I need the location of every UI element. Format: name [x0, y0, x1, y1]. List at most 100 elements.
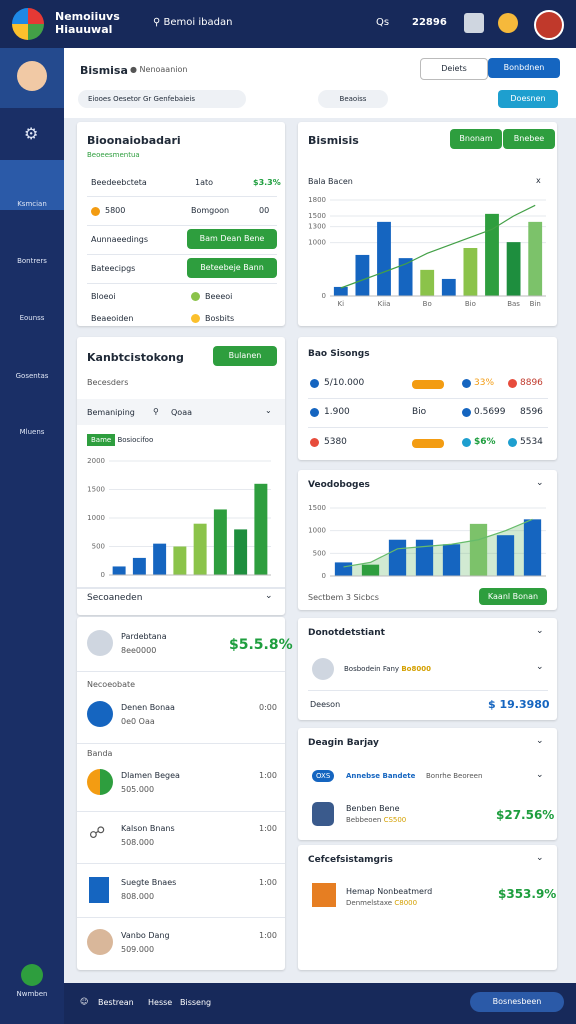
stat-row: 1.900 Bio 0.5699 8596 — [308, 399, 548, 428]
line — [340, 204, 536, 289]
nav-bottom: Nwmben — [16, 990, 48, 998]
tracking-card: Kanbtcistokong Bulanen Becesders Bemanip… — [77, 337, 285, 615]
button[interactable]: Bnonam — [450, 129, 502, 149]
avatar — [17, 61, 47, 91]
text: Qoaa — [171, 408, 192, 417]
shape: Bateecipgs Beteebeje Bann — [87, 255, 277, 284]
footer-link[interactable]: Hesse — [148, 998, 173, 1007]
item-name: Benben Bene — [346, 804, 400, 813]
text: $3.3% — [253, 178, 281, 187]
bar — [213, 509, 227, 575]
text: Bontrers — [17, 257, 47, 265]
y-tick-label: 1000 — [308, 527, 326, 535]
footer-link[interactable]: Secoaneden — [87, 593, 143, 603]
close[interactable]: x — [536, 176, 541, 185]
section-title: Banda — [87, 749, 113, 758]
active-item — [0, 160, 64, 210]
y-tick-label: 500 — [92, 543, 105, 551]
shape — [412, 439, 444, 448]
button[interactable]: Bnebee — [503, 129, 555, 149]
y-tick-label: 1300 — [308, 223, 326, 231]
bar — [334, 562, 353, 576]
x-tick-label: Bin — [530, 300, 541, 308]
bar — [153, 543, 167, 575]
card-title: Kanbtcistokong — [87, 351, 184, 364]
item-time: 1:00 — [259, 878, 277, 887]
text: Beedeebcteta — [91, 178, 147, 187]
pill[interactable]: Beaoiss — [318, 90, 388, 108]
card-subtitle: Beoeesmentua — [87, 151, 140, 159]
item-sub: 808.000 — [121, 892, 155, 901]
detail-card: Donotdetstiant ⌄ Bosbodein Fany Bo8000 ⌄… — [298, 618, 557, 720]
shape — [508, 379, 517, 388]
button[interactable]: Deiets — [420, 58, 488, 80]
footer-link[interactable]: Bisseng — [180, 998, 212, 1007]
header: Nemoiiuvs Hiauuwal ⚲ Bemoi ibadan Qs 2289… — [0, 0, 576, 48]
link[interactable]: Annebse Bandete — [346, 772, 416, 780]
avatar — [87, 630, 113, 656]
bar — [234, 529, 248, 575]
item-value: $27.56% — [496, 808, 555, 822]
bar — [441, 278, 456, 296]
search[interactable]: ⚲ Bemoi ibadan — [153, 17, 233, 28]
text: 00 — [259, 206, 270, 215]
text: 8896 — [520, 378, 543, 388]
button[interactable]: Kaanl Bonan — [479, 588, 547, 605]
notify[interactable] — [498, 13, 518, 33]
text: Bosbits — [205, 314, 235, 323]
item-sub: 0e0 Oaa — [121, 717, 155, 726]
item-name: Kalson Bnans — [121, 824, 175, 833]
bar — [398, 258, 413, 296]
item-sub: 508.000 — [121, 838, 155, 847]
item-sub: Denmelstaxe C8000 — [346, 899, 417, 907]
button[interactable]: Bulanen — [213, 346, 277, 366]
shape — [462, 408, 471, 417]
bar — [485, 213, 499, 296]
avatar — [534, 10, 564, 40]
item-sub: 505.000 — [121, 785, 155, 794]
y-tick-label: 2000 — [87, 457, 105, 465]
nav-item[interactable]: Mluens — [0, 402, 64, 462]
shape: Beaeoiden Bosbits — [87, 308, 277, 332]
logo — [12, 8, 44, 40]
filter[interactable]: Eiooes Oesetor Gr Genfebaieis — [78, 90, 246, 108]
shape — [310, 379, 319, 388]
y-tick-label: 500 — [313, 549, 326, 557]
card-title: Deagin Barjay — [308, 738, 379, 748]
stat-row: 5/10.000 33% 8896 — [308, 370, 548, 399]
shape: ⌄ — [536, 662, 544, 672]
design-card: Deagin Barjay ⌄ OXS Annebse Bandete Bonr… — [298, 728, 557, 840]
list-card: Pardebtana 8ee0000 $5.5.8% Necoeobate De… — [77, 617, 293, 970]
button[interactable]: Bam Dean Bene — [187, 229, 277, 249]
text: Beaeoiden — [91, 314, 134, 323]
nav-item[interactable]: Ksmcian — [0, 174, 64, 234]
toolbar-subtitle: ● Nenoaanion — [130, 65, 188, 74]
text: 33% — [474, 378, 495, 388]
bar — [388, 539, 407, 576]
footer: ☺ Bestrean Hesse Bisseng Bosnesbeen — [64, 983, 576, 1024]
table: Beedeebcteta 1ato $3.3% 5800 Bomgoon 00 Aunn… — [87, 170, 281, 332]
summary-card: Bioonaiobadari Beoeesmentua Beedeebcteta… — [77, 122, 285, 326]
nav-item[interactable]: Bontrers — [0, 231, 64, 291]
y-tick-label: 1500 — [308, 504, 326, 512]
button[interactable]: Beteebeje Bann — [187, 258, 277, 278]
bar — [173, 546, 187, 575]
button[interactable]: Doesnen — [498, 90, 558, 108]
nav-item[interactable]: Eounss — [0, 288, 64, 348]
bar — [496, 535, 515, 576]
text: Beeeoi — [205, 292, 233, 301]
bar — [523, 519, 542, 576]
button[interactable]: Bonbdnen — [488, 58, 560, 78]
icon: ⚙ — [24, 124, 39, 143]
nav-item[interactable]: Gosentas — [0, 346, 64, 406]
button[interactable]: Bosnesbeen — [470, 992, 564, 1012]
amount: 22896 — [412, 17, 447, 28]
footer-link[interactable]: Bestrean — [98, 998, 134, 1007]
bar — [254, 483, 268, 575]
shape: ☍ — [89, 823, 106, 842]
text: 5800 — [105, 206, 126, 215]
y-tick-label: 1800 — [308, 196, 326, 204]
shape — [89, 877, 109, 903]
shape — [77, 917, 285, 918]
item-sub: Bebbeoen CS500 — [346, 816, 406, 824]
